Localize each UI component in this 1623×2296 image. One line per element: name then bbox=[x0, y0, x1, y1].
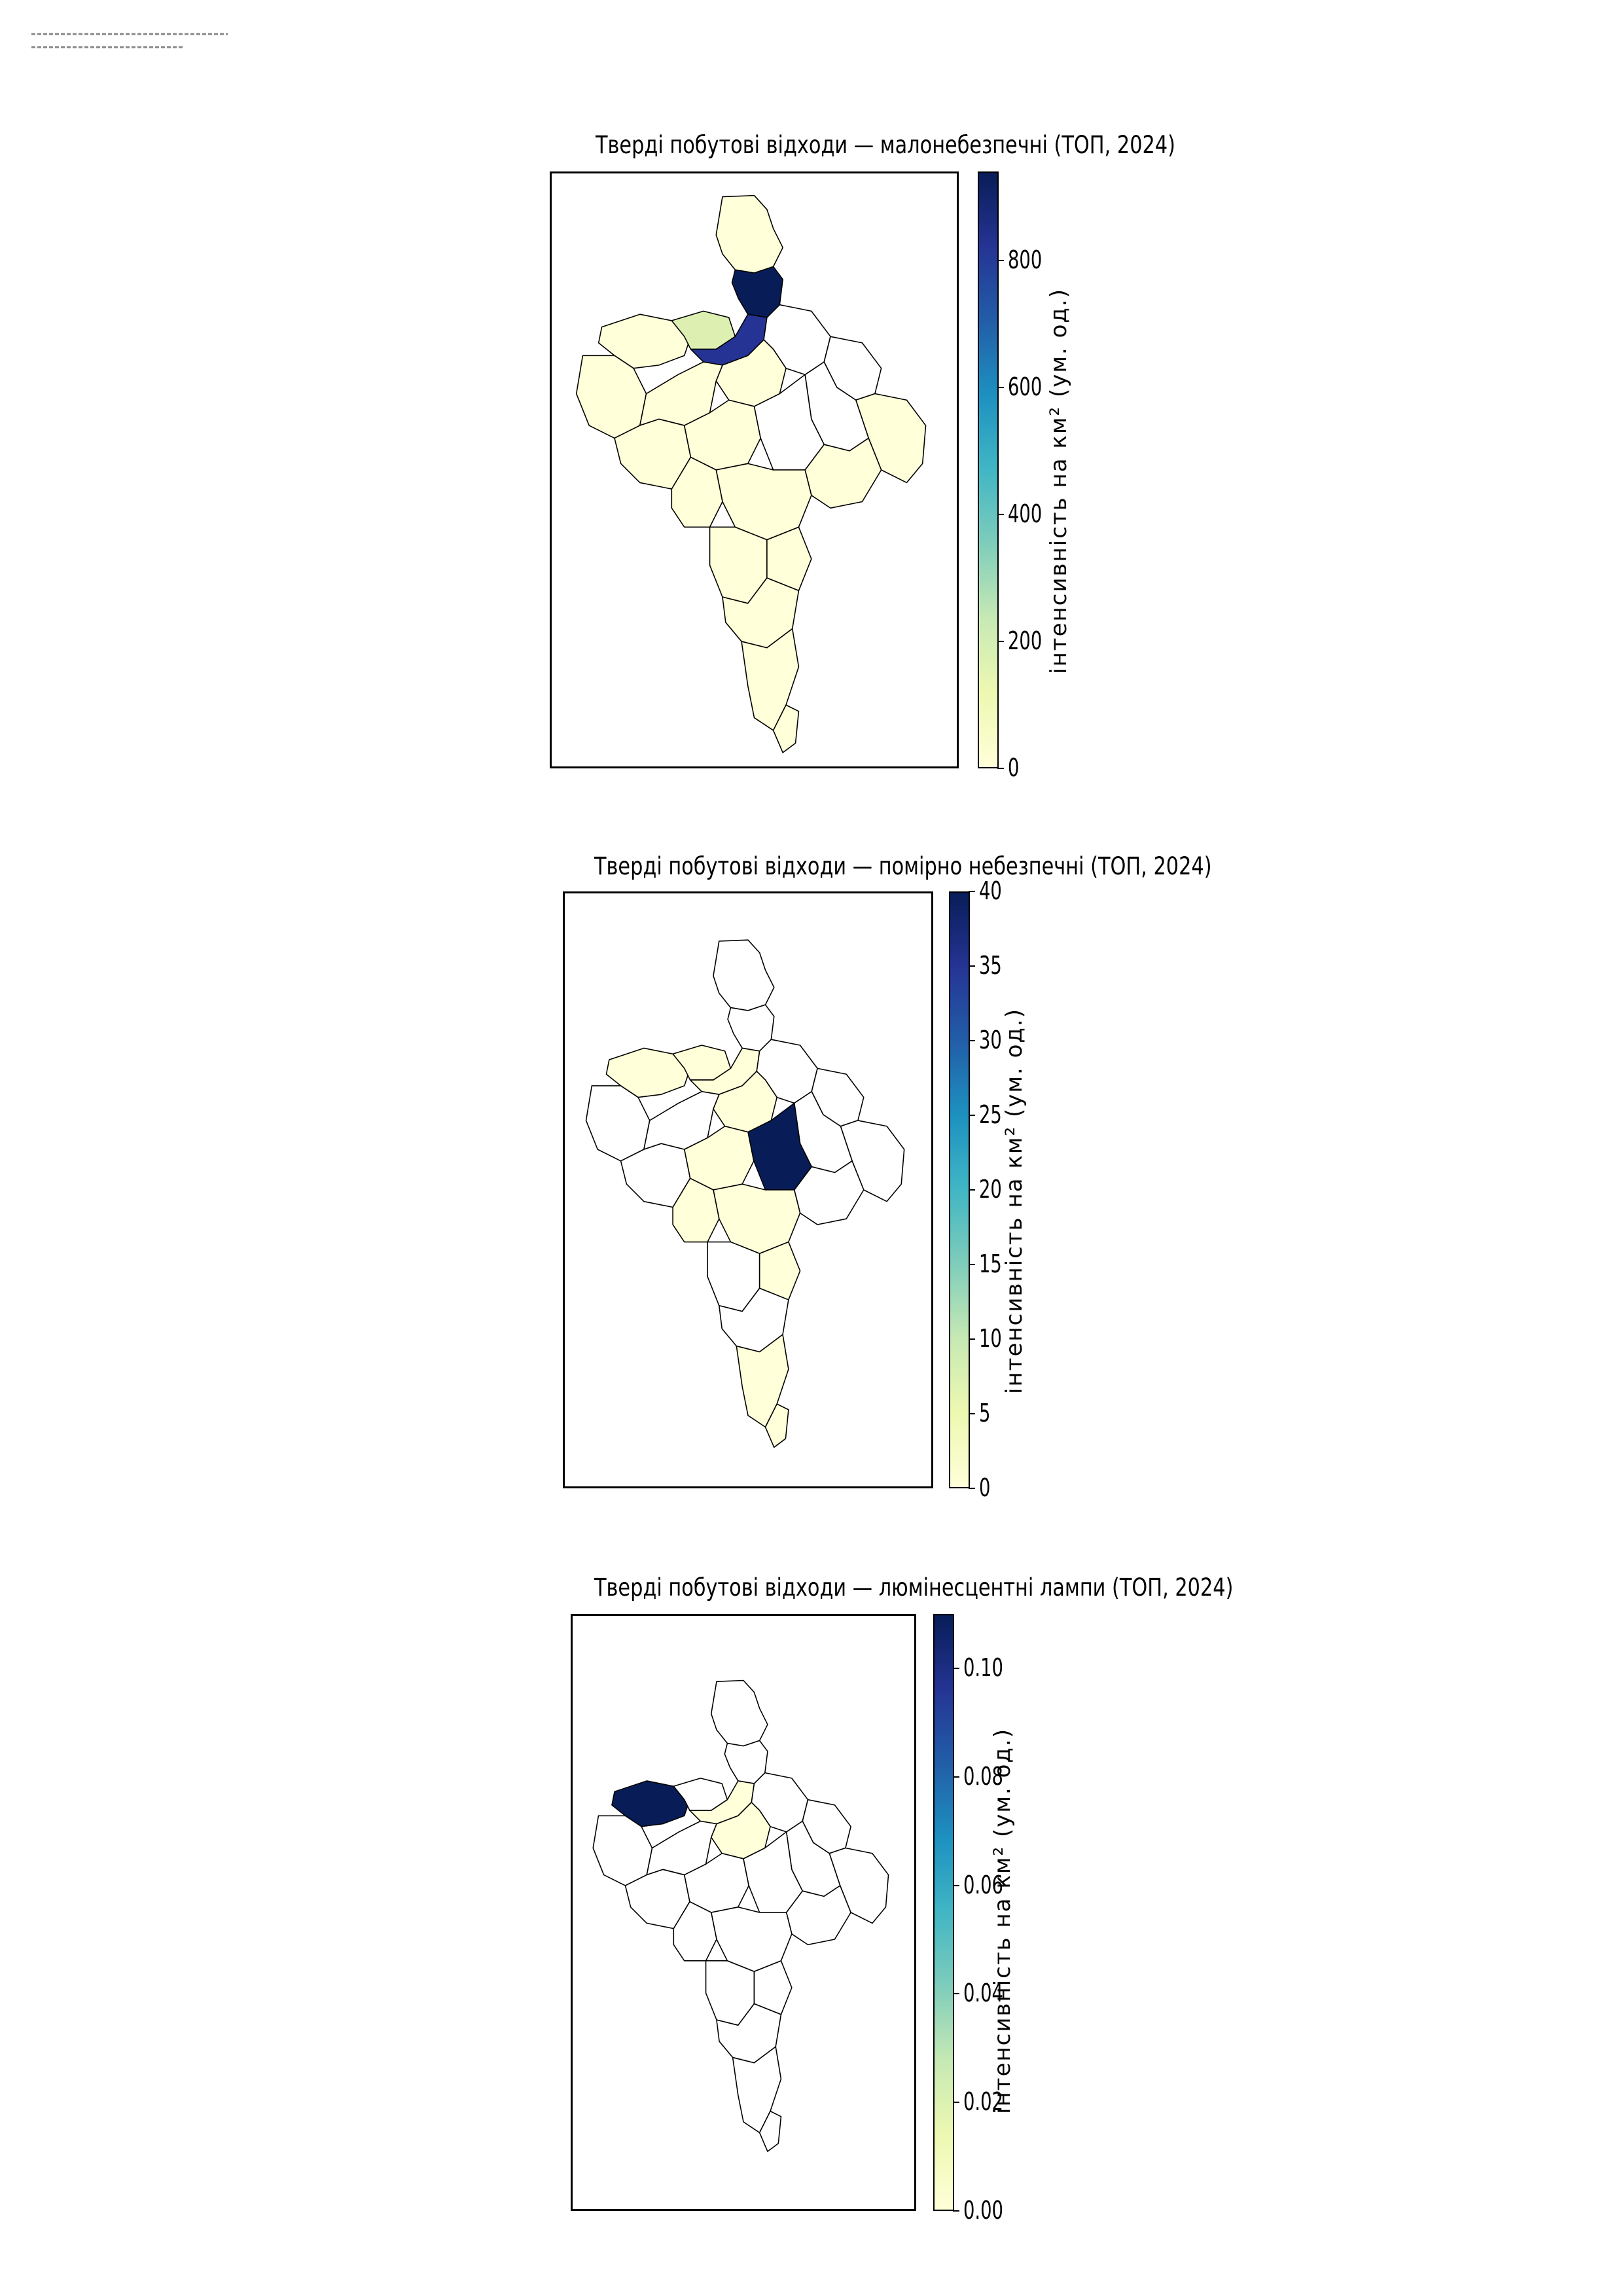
colorbar-tick bbox=[969, 965, 975, 967]
map-frame-2 bbox=[563, 891, 933, 1488]
panel-title-3: Тверді побутові відходи — люмінесцентні … bbox=[594, 1573, 1234, 1602]
colorbar-tick bbox=[953, 2102, 959, 2104]
map-region bbox=[764, 1403, 789, 1448]
map-region bbox=[804, 437, 882, 509]
colorbar-tick bbox=[953, 1993, 959, 1995]
colorbar-tick-label: 20 bbox=[979, 1175, 1002, 1204]
colorbar-tick bbox=[953, 1667, 959, 1669]
colorbar-tick bbox=[969, 1264, 975, 1265]
map-frame-3 bbox=[571, 1614, 916, 2211]
map-region bbox=[710, 1801, 771, 1859]
map-region bbox=[672, 1177, 720, 1243]
colorbar-tick bbox=[953, 1884, 959, 1886]
map-region bbox=[713, 939, 775, 1011]
colorbar-tick-label: 30 bbox=[979, 1026, 1002, 1054]
colorbar-label-3: інтенсивність на км² (ум. од.) bbox=[990, 1727, 1016, 2114]
map-region bbox=[751, 1772, 809, 1833]
map-region bbox=[710, 1907, 793, 1973]
colorbar-tick-label: 400 bbox=[1008, 499, 1043, 528]
colorbar-tick bbox=[969, 1488, 975, 1489]
map-region bbox=[763, 304, 831, 376]
colorbar-tick bbox=[969, 1040, 975, 1041]
map-region bbox=[597, 314, 692, 369]
map-region bbox=[753, 1960, 793, 2015]
colorbar-tick bbox=[997, 768, 1004, 769]
map-region bbox=[785, 1885, 851, 1946]
map-region bbox=[713, 1071, 777, 1133]
panel-title-1: Тверді побутові відходи — малонебезпечні… bbox=[596, 131, 1175, 159]
map-region bbox=[793, 1160, 865, 1225]
colorbar-tick bbox=[997, 640, 1004, 642]
colorbar-tick-label: 0.08 bbox=[963, 1761, 1003, 1791]
map-region bbox=[758, 2110, 782, 2152]
colorbar-tick-label: 25 bbox=[979, 1100, 1002, 1129]
choropleth-map-3 bbox=[592, 1679, 889, 2152]
regions-3 bbox=[592, 1679, 889, 2152]
map-region bbox=[671, 456, 723, 528]
header-placeholder bbox=[31, 33, 228, 48]
map-region bbox=[715, 194, 783, 274]
choropleth-map-2 bbox=[585, 939, 905, 1448]
colorbar-tick bbox=[969, 1338, 975, 1340]
colorbar-tick-label: 200 bbox=[1008, 626, 1043, 655]
colorbar-tick bbox=[953, 2210, 959, 2212]
map-region bbox=[713, 1183, 801, 1255]
choropleth-map-1 bbox=[575, 194, 927, 753]
colorbar-tick bbox=[969, 1413, 975, 1414]
colorbar-tick-label: 600 bbox=[1008, 372, 1043, 401]
colorbar-tick bbox=[969, 1189, 975, 1191]
regions-1 bbox=[575, 194, 927, 753]
colorbar-label-2: інтенсивність на км² (ум. од.) bbox=[1001, 1007, 1027, 1394]
map-region bbox=[766, 526, 812, 592]
map-region bbox=[715, 463, 812, 541]
map-region bbox=[611, 1780, 690, 1827]
map-region bbox=[715, 339, 787, 407]
colorbar-2 bbox=[949, 891, 970, 1488]
colorbar-tick-label: 0.02 bbox=[963, 2087, 1003, 2117]
colorbar-tick-label: 0.10 bbox=[963, 1653, 1003, 1682]
colorbar-tick-label: 0.04 bbox=[963, 1979, 1003, 2008]
colorbar-3 bbox=[933, 1614, 954, 2211]
colorbar-tick bbox=[969, 1115, 975, 1116]
colorbar-tick-label: 0.00 bbox=[963, 2196, 1003, 2225]
colorbar-tick bbox=[997, 513, 1004, 515]
colorbar-tick-label: 800 bbox=[1008, 245, 1043, 274]
colorbar-tick-label: 0.06 bbox=[963, 1870, 1003, 1899]
map-region bbox=[605, 1047, 691, 1098]
colorbar-tick bbox=[969, 891, 975, 892]
map-region bbox=[673, 1901, 717, 1962]
colorbar-tick bbox=[997, 386, 1004, 388]
colorbar-tick-label: 15 bbox=[979, 1249, 1002, 1278]
regions-2 bbox=[585, 939, 905, 1448]
map-frame-1 bbox=[550, 171, 959, 768]
colorbar-tick-label: 10 bbox=[979, 1324, 1002, 1353]
colorbar-tick-label: 40 bbox=[979, 876, 1002, 905]
colorbar-tick-label: 5 bbox=[979, 1399, 991, 1427]
panel-title-2: Тверді побутові відходи — помірно небезп… bbox=[594, 852, 1212, 880]
colorbar-tick-label: 0 bbox=[979, 1473, 991, 1502]
map-region bbox=[772, 704, 800, 753]
colorbar-tick-label: 35 bbox=[979, 951, 1002, 980]
colorbar-tick bbox=[953, 1776, 959, 1778]
map-region bbox=[756, 1039, 818, 1104]
colorbar-label-1: інтенсивність на км² (ум. од.) bbox=[1046, 287, 1072, 674]
map-region bbox=[710, 1679, 768, 1747]
colorbar-tick bbox=[997, 259, 1004, 261]
colorbar-tick-label: 0 bbox=[1008, 753, 1020, 782]
map-region bbox=[758, 1241, 801, 1300]
colorbar-1 bbox=[978, 171, 999, 768]
